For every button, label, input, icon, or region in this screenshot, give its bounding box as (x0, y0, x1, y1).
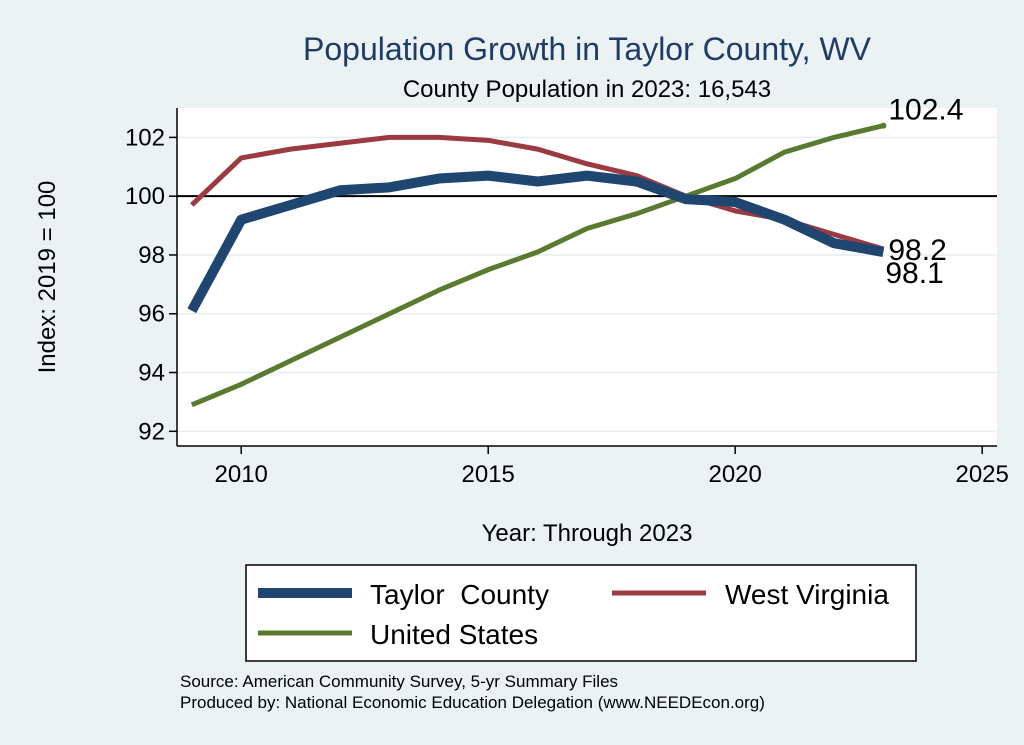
x-tick-label: 2025 (955, 461, 1008, 488)
series-line-taylor-county (187, 170, 885, 314)
legend-label-united-states: United States (370, 619, 538, 650)
y-axis-label: Index: 2019 = 100 (34, 181, 61, 374)
y-tick-label: 96 (138, 301, 165, 328)
producer-note: Produced by: National Economic Education… (180, 693, 765, 712)
y-tick-label: 98 (138, 242, 165, 269)
x-tick-label: 2010 (215, 461, 268, 488)
y-tick-label: 102 (125, 124, 165, 151)
plot-area (177, 108, 997, 446)
end-label-west-virginia: 98.2 (888, 234, 946, 267)
series-line-united-states (190, 123, 884, 408)
x-axis-label: Year: Through 2023 (482, 520, 693, 547)
axes: 92 94 96 98 100 102 2010 2015 2020 2025 (125, 108, 1009, 488)
end-label-united-states: 102.4 (888, 94, 963, 127)
legend-label-west-virginia: West Virginia (725, 579, 889, 610)
y-tick-label: 92 (138, 418, 165, 445)
end-label-taylor-county: 98.1 (885, 257, 943, 290)
legend-label-taylor: Taylor County (370, 579, 549, 610)
y-tick-label: 94 (138, 360, 165, 387)
chart-subtitle: County Population in 2023: 16,543 (403, 76, 771, 103)
end-labels: 98.198.2 102.4 (885, 94, 963, 290)
x-tick-label: 2015 (462, 461, 515, 488)
source-note: Source: American Community Survey, 5-yr … (180, 672, 618, 691)
legend: Taylor County West Virginia United State… (245, 564, 917, 662)
y-tick-label: 100 (125, 183, 165, 210)
us-endpoint-marker (880, 122, 887, 129)
legend-box (245, 564, 917, 662)
chart-title: Population Growth in Taylor County, WV (303, 31, 872, 67)
series-lines (187, 122, 887, 408)
x-tick-label: 2020 (708, 461, 761, 488)
